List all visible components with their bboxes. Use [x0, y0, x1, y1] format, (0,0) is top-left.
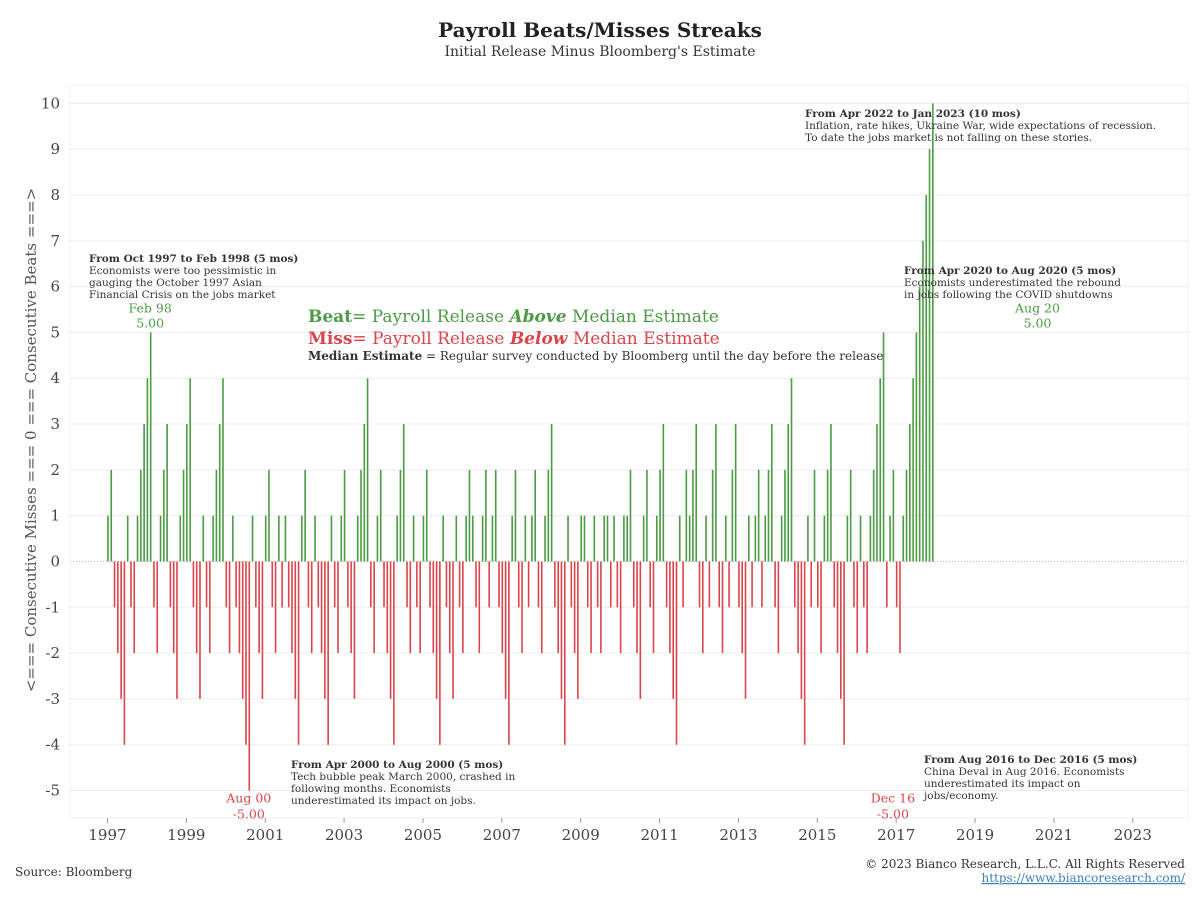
x-tick-label: 2013: [719, 826, 757, 844]
note-2016: From Aug 2016 to Dec 2016 (5 mos) China …: [922, 754, 1137, 802]
x-tick-label: 1999: [167, 826, 205, 844]
y-tick-label: 3: [50, 415, 60, 433]
legend-miss-eq: = Payroll Release: [352, 329, 509, 349]
note-line: in jobs following the COVID shutdowns: [904, 289, 1113, 301]
grid-lines: [69, 84, 1189, 819]
x-tick-label: 2001: [246, 826, 284, 844]
peak-date-label: Dec 16: [871, 791, 915, 806]
note-line: underestimated its impact on: [924, 778, 1081, 790]
y-tick-label: 10: [41, 94, 60, 112]
note-2022: From Apr 2022 to Jan 2023 (10 mos) Infla…: [805, 108, 1156, 144]
x-tick-label: 2003: [325, 826, 363, 844]
legend-beat-word: Beat: [308, 307, 352, 327]
x-tick-label: 1997: [88, 826, 126, 844]
y-tick-label: 9: [50, 140, 60, 158]
y-tick-label: -5: [45, 782, 60, 800]
peak-value-label: 5.00: [136, 315, 164, 330]
y-tick-label: 4: [50, 369, 60, 387]
note-line: China Deval in Aug 2016. Economists: [924, 766, 1125, 778]
x-tick-label: 2011: [640, 826, 678, 844]
y-tick-label: 2: [50, 461, 60, 479]
bars: [107, 103, 934, 791]
legend-beat-eq: = Payroll Release: [352, 307, 509, 327]
website-link[interactable]: https://www.biancoresearch.com/: [981, 871, 1185, 885]
peak-value-label: 5.00: [1024, 315, 1052, 330]
legend: Beat= Payroll Release Above Median Estim…: [308, 307, 884, 363]
note-1997: From Oct 1997 to Feb 1998 (5 mos) Econom…: [89, 253, 298, 301]
y-tick-label: 6: [50, 278, 60, 296]
y-tick-label: 7: [50, 232, 60, 250]
legend-miss-tail: Median Estimate: [567, 329, 719, 349]
copyright: © 2023 Bianco Research, L.L.C. All Right…: [865, 857, 1185, 871]
note-line: Inflation, rate hikes, Ukraine War, wide…: [805, 120, 1156, 132]
note-line: Financial Crisis on the jobs market: [89, 289, 276, 301]
note-title: From Aug 2016 to Dec 2016 (5 mos): [924, 754, 1137, 766]
y-tick-label: 0: [50, 552, 60, 570]
note-line: Economists were too pessimistic in: [89, 265, 276, 277]
note-line: underestimated its impact on jobs.: [291, 795, 476, 807]
y-tick-label: -1: [45, 598, 60, 616]
plot-area: [69, 84, 1189, 819]
legend-miss-emph: Below: [509, 329, 569, 349]
x-tick-label: 2019: [956, 826, 994, 844]
note-line: To date the jobs market is not falling o…: [805, 132, 1092, 144]
y-tick-label: -3: [45, 690, 60, 708]
peak-date-label: Aug 00: [225, 791, 271, 806]
chart-subtitle: Initial Release Minus Bloomberg's Estima…: [444, 44, 755, 60]
legend-beat-emph: Above: [507, 307, 566, 327]
note-line: jobs/economy.: [922, 790, 999, 802]
y-tick-label: -4: [45, 736, 60, 754]
legend-beat-tail: Median Estimate: [567, 307, 719, 327]
y-tick-label: -2: [45, 644, 60, 662]
x-tick-label: 2009: [562, 826, 600, 844]
source-label: Source: Bloomberg: [15, 865, 133, 879]
note-title: From Oct 1997 to Feb 1998 (5 mos): [89, 253, 298, 265]
note-2000: From Apr 2000 to Aug 2000 (5 mos) Tech b…: [291, 759, 515, 807]
x-tick-label: 2015: [798, 826, 836, 844]
y-tick-label: 1: [50, 507, 60, 525]
x-tick-label: 2023: [1114, 826, 1152, 844]
x-tick-label: 2005: [404, 826, 442, 844]
y-axis-label: <=== Consecutive Misses === 0 === Consec…: [22, 188, 40, 692]
note-title: From Apr 2020 to Aug 2020 (5 mos): [904, 265, 1116, 277]
peak-value-label: -5.00: [233, 807, 265, 822]
note-line: Tech bubble peak March 2000, crashed in: [291, 771, 515, 783]
legend-median: Median Estimate = Regular survey conduct…: [308, 349, 884, 363]
chart-title: Payroll Beats/Misses Streaks: [438, 18, 762, 42]
note-line: gauging the October 1997 Asian: [89, 277, 262, 289]
legend-miss-word: Miss: [308, 329, 352, 349]
note-line: following months. Economists: [291, 783, 451, 795]
x-tick-label: 2007: [483, 826, 521, 844]
note-title: From Apr 2000 to Aug 2000 (5 mos): [291, 759, 503, 771]
peak-value-label: -5.00: [877, 807, 909, 822]
legend-beat: Beat= Payroll Release Above Median Estim…: [308, 307, 719, 327]
note-title: From Apr 2022 to Jan 2023 (10 mos): [805, 108, 1021, 120]
legend-miss: Miss= Payroll Release Below Median Estim…: [308, 329, 720, 349]
x-axis-ticks: 1997 1999 2001 2003 2005 2007 2009 2011 2013 2015…: [88, 818, 1152, 844]
legend-median-word: Median Estimate: [308, 349, 423, 363]
y-tick-label: 5: [50, 323, 60, 341]
x-tick-label: 2017: [877, 826, 915, 844]
x-tick-label: 2021: [1035, 826, 1073, 844]
peak-date-label: Aug 20: [1014, 300, 1060, 315]
y-tick-label: 8: [50, 186, 60, 204]
legend-median-text: = Regular survey conducted by Bloomberg …: [422, 349, 883, 363]
peak-date-label: Feb 98: [129, 300, 172, 315]
note-2020: From Apr 2020 to Aug 2020 (5 mos) Econom…: [904, 265, 1121, 301]
note-line: Economists underestimated the rebound: [904, 277, 1121, 289]
